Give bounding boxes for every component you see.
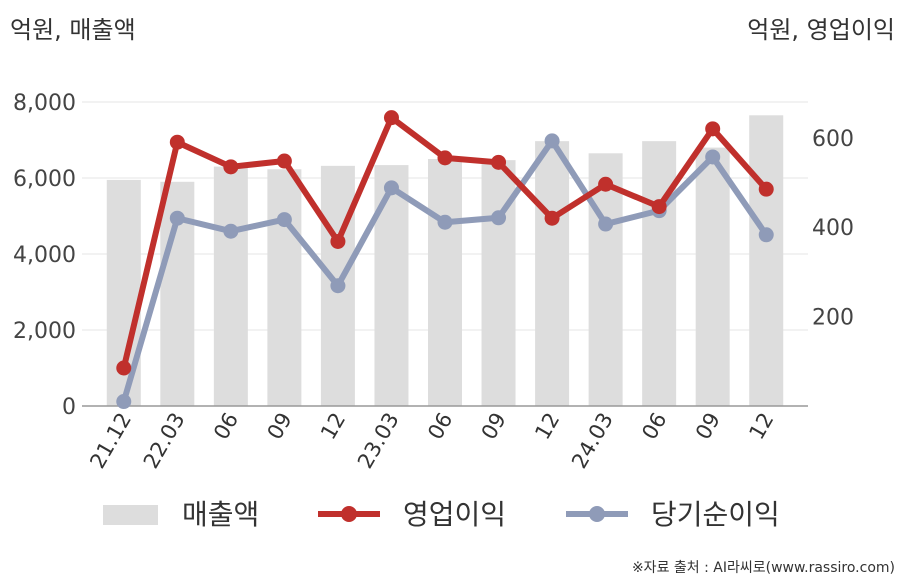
right-y-axis-ticks: 200 400 600 bbox=[812, 127, 854, 331]
net-income-point bbox=[223, 223, 239, 239]
operating-profit-point bbox=[116, 360, 132, 376]
revenue-bar bbox=[695, 147, 730, 406]
net-income-point bbox=[330, 278, 346, 294]
revenue-bar bbox=[535, 141, 570, 406]
x-tick-label: 12 bbox=[530, 409, 564, 444]
revenue-bar bbox=[749, 115, 784, 407]
legend-label-operating-profit: 영업이익 bbox=[403, 498, 506, 531]
operating-profit-point bbox=[383, 110, 399, 126]
left-y-tick-label: 2,000 bbox=[13, 319, 76, 344]
revenue-bar bbox=[642, 141, 677, 406]
net-income-point bbox=[437, 214, 453, 230]
x-tick-label: 12 bbox=[316, 409, 350, 444]
operating-profit-point bbox=[544, 210, 560, 226]
revenue-bar bbox=[588, 153, 623, 406]
operating-profit-point bbox=[223, 159, 239, 175]
revenue-bar bbox=[213, 166, 248, 406]
x-tick-label: 06 bbox=[209, 409, 243, 444]
legend-marker-net-income bbox=[589, 506, 605, 522]
legend-label-net-income: 당기순이익 bbox=[651, 498, 780, 531]
legend-marker-operating-profit bbox=[341, 506, 357, 522]
right-y-tick-label: 400 bbox=[812, 216, 854, 241]
operating-profit-point bbox=[651, 199, 667, 215]
source-note: ※자료 출처 : AI라씨로(www.rassiro.com) bbox=[632, 560, 895, 576]
operating-profit-point bbox=[169, 134, 185, 150]
operating-profit-point bbox=[598, 176, 614, 192]
net-income-point bbox=[758, 227, 774, 243]
x-tick-label: 06 bbox=[637, 409, 671, 444]
left-y-axis-ticks: 0 2,000 4,000 6,000 8,000 bbox=[13, 91, 76, 420]
revenue-bar bbox=[267, 169, 302, 406]
left-y-tick-label: 4,000 bbox=[13, 243, 76, 268]
left-y-tick-label: 0 bbox=[62, 395, 76, 420]
x-axis-ticks: 21.12 22.03 06 09 12 23.03 06 09 12 24.03 06 09 12 bbox=[85, 409, 778, 473]
left-y-tick-label: 6,000 bbox=[13, 167, 76, 192]
right-y-tick-label: 600 bbox=[812, 127, 854, 152]
x-tick-label: 23.03 bbox=[353, 409, 404, 473]
right-y-tick-label: 200 bbox=[812, 306, 854, 331]
left-axis-unit-label: 억원, 매출액 bbox=[10, 16, 136, 44]
legend-label-revenue: 매출액 bbox=[182, 498, 259, 531]
net-income-point bbox=[116, 394, 132, 410]
x-tick-label: 09 bbox=[477, 409, 511, 444]
right-axis-unit-label: 억원, 영업이익 bbox=[747, 16, 895, 44]
net-income-point bbox=[169, 210, 185, 226]
legend-swatch-revenue bbox=[103, 505, 158, 525]
legend: 매출액 영업이익 당기순이익 bbox=[103, 498, 780, 531]
net-income-point bbox=[383, 180, 399, 196]
x-tick-label: 09 bbox=[263, 409, 297, 444]
x-tick-label: 06 bbox=[423, 409, 457, 444]
operating-profit-point bbox=[491, 154, 507, 170]
x-tick-label: 21.12 bbox=[85, 409, 136, 473]
operating-profit-point bbox=[758, 181, 774, 197]
operating-profit-point bbox=[276, 153, 292, 169]
bar-series-revenue bbox=[106, 115, 784, 407]
x-tick-label: 12 bbox=[744, 409, 778, 444]
net-income-point bbox=[544, 133, 560, 149]
net-income-point bbox=[598, 216, 614, 232]
revenue-bar bbox=[428, 159, 462, 406]
operating-profit-point bbox=[330, 233, 346, 249]
left-y-tick-label: 8,000 bbox=[13, 91, 76, 116]
operating-profit-point bbox=[437, 150, 453, 166]
line-series bbox=[116, 110, 774, 410]
x-tick-label: 24.03 bbox=[567, 409, 618, 473]
net-income-point bbox=[705, 149, 721, 165]
revenue-bar bbox=[374, 165, 409, 406]
operating-profit-point bbox=[705, 121, 721, 137]
net-income-point bbox=[491, 210, 507, 226]
x-tick-label: 09 bbox=[691, 409, 725, 444]
x-tick-label: 22.03 bbox=[139, 409, 190, 473]
net-income-point bbox=[276, 212, 292, 228]
